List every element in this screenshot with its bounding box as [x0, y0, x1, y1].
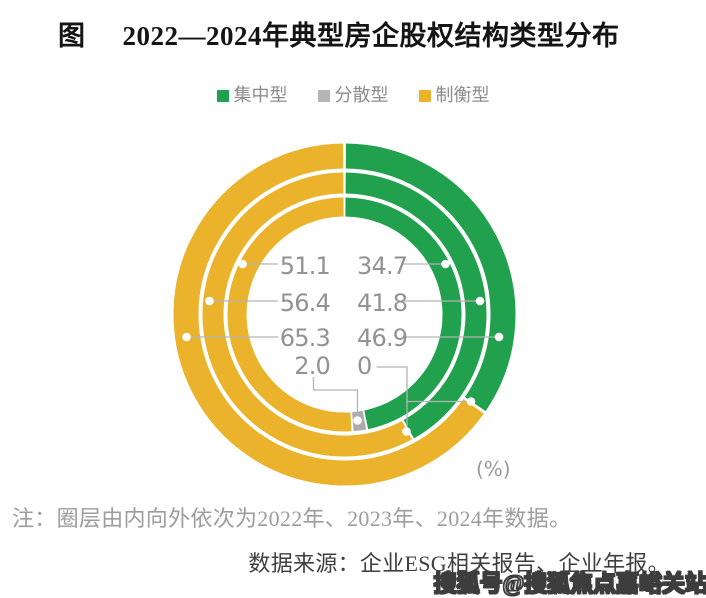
- leader-dot-7: [353, 416, 362, 425]
- leader-dot-4: [475, 296, 485, 306]
- legend-swatch-gray: [317, 90, 330, 102]
- ring-2024年-集中型: [345, 143, 516, 412]
- ring-2022年-制衡型: [227, 197, 352, 432]
- ring-2024年-制衡型: [173, 143, 484, 486]
- leader-dot-3: [205, 296, 214, 306]
- legend-item-fensan: 分散型: [317, 84, 389, 108]
- leader-dot-1: [238, 259, 247, 269]
- legend-label-jizhong: 集中型: [233, 85, 288, 106]
- legend-label-zhiheng: 制衡型: [435, 85, 490, 106]
- value-2024-jizhong: 46.9: [357, 324, 408, 352]
- value-2022-jizhong: 34.7: [357, 252, 408, 280]
- legend-item-zhiheng: 制衡型: [418, 84, 490, 108]
- leader-line-8: [376, 366, 408, 431]
- footnote: 注：圈层由内向外依次为2022年、2023年、2024年数据。: [12, 506, 572, 531]
- leader-dot-8: [402, 427, 411, 436]
- leader-line-7: [312, 377, 359, 420]
- ring-2023年-制衡型: [202, 172, 412, 457]
- value-fensan-zero: 0: [357, 352, 372, 380]
- leader-dot-6: [494, 332, 504, 342]
- watermark: 搜狐号@搜狐焦点嘉峪关站: [433, 570, 706, 596]
- value-2022-zhiheng: 51.1: [279, 252, 331, 280]
- chart-title-text: 2022—2024年典型房企股权结构类型分布: [122, 21, 620, 51]
- legend: 集中型 分散型 制衡型: [0, 84, 706, 108]
- unit-label: (%): [476, 457, 511, 481]
- data-source: 数据来源：企业ESG相关报告、企业年报。: [248, 551, 670, 576]
- chart-title: 图 2022—2024年典型房企股权结构类型分布: [58, 19, 620, 53]
- leader-dot-9: [466, 397, 476, 406]
- leader-dot-5: [182, 332, 191, 342]
- value-2023-zhiheng: 56.4: [279, 289, 331, 317]
- legend-swatch-green: [216, 90, 229, 102]
- legend-swatch-yellow: [418, 90, 431, 102]
- ring-2022年-集中型: [345, 197, 462, 430]
- chart-title-prefix: 图: [58, 21, 86, 51]
- value-2024-zhiheng: 65.3: [279, 324, 331, 352]
- legend-label-fensan: 分散型: [334, 85, 389, 106]
- ring-2023年-集中型: [345, 172, 487, 439]
- legend-item-jizhong: 集中型: [216, 84, 288, 108]
- value-2023-jizhong: 41.8: [357, 289, 408, 317]
- value-2022-fensan: 2.0: [294, 352, 331, 380]
- leader-dot-2: [441, 259, 450, 269]
